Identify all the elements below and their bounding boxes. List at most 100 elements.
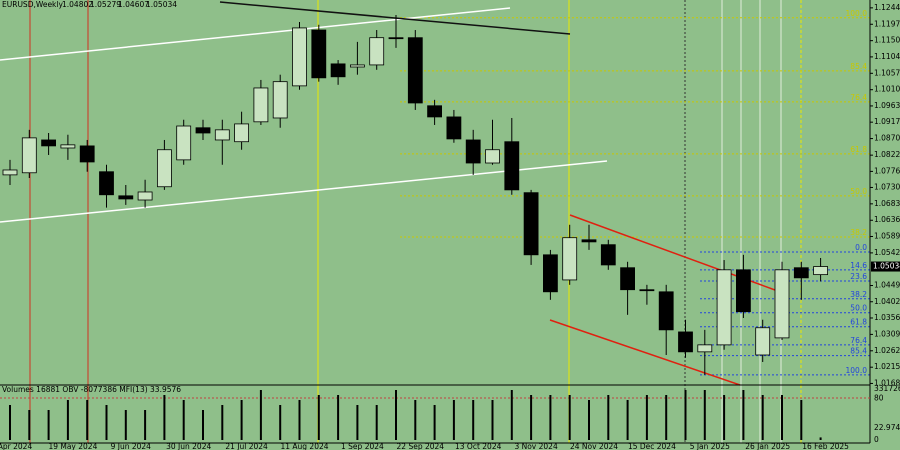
y-tick-label: 1.12445 (874, 3, 900, 12)
x-tick-label: Apr 2024 (0, 442, 32, 450)
candle-body (485, 149, 500, 164)
current-price-label: 1.05034 (873, 262, 900, 271)
ohlc-close: 1.05034 (146, 0, 177, 9)
indicator-label: Volumes 16881 OBV -8077386 MFI(13) 33.95… (2, 385, 181, 394)
ohlc-low: 1.04607 (118, 0, 149, 9)
fib-label: 14.6 (850, 261, 867, 270)
candle-body (697, 344, 713, 353)
candle-body (272, 81, 288, 119)
candle-body (736, 269, 751, 313)
candle-body (523, 192, 539, 256)
y-tick-label: 1.05425 (874, 248, 900, 257)
fib-label: 50.0 (850, 304, 867, 313)
candle-body (234, 123, 250, 143)
fib-label: 76.4 (850, 93, 867, 102)
y-tick-label: 1.1057 (874, 68, 900, 77)
y-tick-label: 1.10100 (874, 85, 900, 94)
candle-body (581, 239, 597, 243)
x-tick-label: 13 Oct 2024 (455, 442, 502, 450)
fib-label: 50.0 (850, 187, 867, 196)
candle-body (793, 267, 809, 279)
x-tick-label: 3 Nov 2024 (514, 442, 557, 450)
candle-body (349, 64, 365, 68)
y-tick-label: 1.08700 (874, 134, 900, 143)
volume-tick-label: 0 (874, 435, 879, 444)
candle-body (755, 327, 771, 356)
x-tick-label: 21 Jul 2024 (225, 442, 268, 450)
candle-body (176, 125, 192, 161)
x-tick-label: 30 Jun 2024 (166, 442, 211, 450)
candle-body (99, 171, 114, 196)
y-tick-label: 1.03090 (874, 329, 900, 338)
mfi-tick-label: 80 (874, 393, 884, 402)
fib-label: 85.4 (850, 347, 867, 356)
candle-body (292, 27, 307, 87)
y-tick-label: 1.11975 (874, 19, 900, 28)
candle-body (543, 254, 558, 293)
x-tick-label: 16 Feb 2025 (802, 442, 849, 450)
candle-body (620, 267, 635, 291)
fib-label: 23.6 (850, 272, 867, 281)
y-tick-label: 1.02620 (874, 346, 900, 355)
candle-body (813, 266, 828, 276)
candle-body (195, 127, 211, 134)
fib-label: 0.0 (855, 243, 867, 252)
candle-body (407, 37, 423, 104)
fib-label: 61.8 (850, 318, 867, 327)
candle-body (330, 63, 346, 78)
candle-body (639, 289, 655, 292)
y-tick-label: 1.04025 (874, 297, 900, 306)
x-tick-label: 22 Sep 2024 (397, 442, 445, 450)
y-tick-label: 1.01685 (874, 378, 900, 387)
candle-body (214, 129, 230, 141)
x-tick-label: 11 Aug 2024 (280, 442, 328, 450)
candle-body (369, 37, 385, 66)
x-tick-label: 1 Sep 2024 (341, 442, 384, 450)
candle-body (137, 191, 153, 201)
y-tick-label: 1.02150 (874, 362, 900, 371)
x-tick-label: 15 Dec 2024 (628, 442, 676, 450)
candle-body (2, 169, 18, 176)
fib-label: 100.0 (846, 9, 868, 18)
candle-body (658, 291, 674, 331)
fib-label: 85.4 (850, 62, 867, 71)
candle-body (118, 195, 134, 200)
candle-body (253, 87, 269, 123)
y-tick-label: 1.06830 (874, 199, 900, 208)
x-tick-label: 26 Jan 2025 (745, 442, 790, 450)
y-tick-label: 1.06360 (874, 215, 900, 224)
candle-body (21, 137, 37, 174)
candle-body (562, 237, 578, 281)
fib-label: 76.4 (850, 336, 867, 345)
candle-body (388, 37, 404, 40)
candle-body (465, 139, 481, 164)
ohlc-high: 1.05279 (90, 0, 121, 9)
volume-tick-label: 331726 (874, 384, 900, 393)
candle-body (60, 144, 76, 149)
candle-body (678, 331, 693, 353)
y-tick-label: 1.09635 (874, 101, 900, 110)
fib-label: 38.2 (850, 290, 867, 299)
x-tick-label: 5 Jan 2025 (690, 442, 730, 450)
y-tick-label: 1.0917 (874, 117, 900, 126)
mfi-tick-label: 22.9741 (874, 423, 900, 432)
candle-body (446, 116, 462, 140)
fib-label: 38.2 (850, 228, 867, 237)
candle-body (774, 269, 790, 339)
y-tick-label: 1.1104 (874, 52, 900, 61)
candle-body (716, 269, 732, 346)
candle-body (79, 145, 95, 163)
candle-body (504, 141, 520, 191)
candle-body (311, 29, 327, 79)
y-tick-label: 1.08225 (874, 150, 900, 159)
candle-body (600, 244, 616, 266)
fib-label: 100.0 (846, 366, 868, 375)
ohlc-open: 1.04802 (62, 0, 93, 9)
x-tick-label: 19 May 2024 (48, 442, 97, 450)
candle-body (156, 149, 172, 188)
y-tick-label: 1.07760 (874, 166, 900, 175)
fib-label: 61.8 (850, 145, 867, 154)
symbol-label: EURUSD,Weekly (2, 0, 63, 9)
